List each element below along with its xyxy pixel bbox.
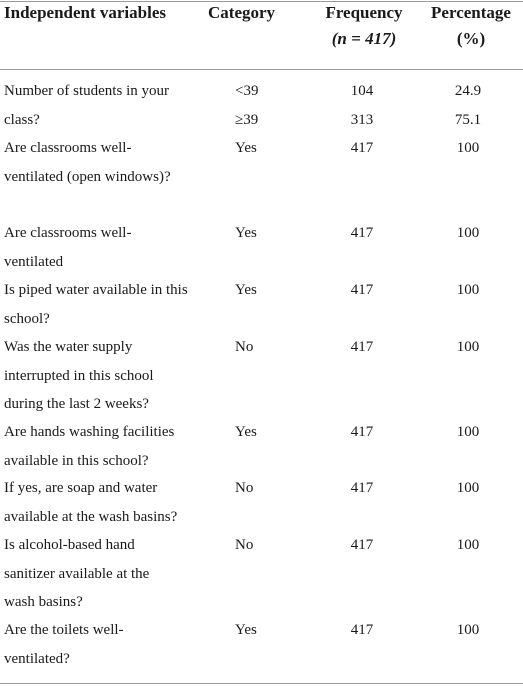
frequency-cell: 417 xyxy=(350,480,374,496)
frequency-cell: 417 xyxy=(350,282,374,298)
category-cell: ≥39 xyxy=(235,112,259,128)
percentage-cell: 75.1 xyxy=(454,112,482,128)
percentage-cell: 100 xyxy=(456,480,480,496)
header-percentage: Percentage (%) xyxy=(426,0,516,52)
table-top-rule xyxy=(0,1,523,2)
category-cell: <39 xyxy=(235,83,259,99)
frequency-cell: 417 xyxy=(350,140,374,156)
frequency-cell: 417 xyxy=(350,622,374,638)
question-cell: Is alcohol-based hand sanitizer availabl… xyxy=(4,537,150,610)
frequency-cell: 104 xyxy=(350,83,374,99)
frequency-cell: 417 xyxy=(350,339,374,355)
frequency-cell: 417 xyxy=(350,424,374,440)
category-cell: Yes xyxy=(235,424,257,440)
category-cell: No xyxy=(235,480,254,496)
percentage-cell: 100 xyxy=(456,537,480,553)
percentage-cell: 100 xyxy=(456,622,480,638)
question-cell: If yes, are soap and water available at … xyxy=(4,480,178,525)
question-cell: Are hands washing facilities available i… xyxy=(4,424,175,469)
question-cell: Is piped water available in this school? xyxy=(4,282,188,327)
percentage-cell: 100 xyxy=(456,140,480,156)
percentage-cell: 100 xyxy=(456,225,480,241)
category-cell: Yes xyxy=(235,622,257,638)
frequency-cell: 417 xyxy=(350,537,374,553)
question-cell: class? xyxy=(4,112,40,128)
category-cell: Yes xyxy=(235,225,257,241)
question-cell: Are classrooms well-ventilated xyxy=(4,225,132,270)
percentage-cell: 100 xyxy=(456,339,480,355)
header-percentage-label: Percentage xyxy=(431,3,511,22)
question-cell: Number of students in your xyxy=(4,83,169,99)
question-cell: Are the toilets well-ventilated? xyxy=(4,622,124,667)
question-cell: Are classrooms well-ventilated (open win… xyxy=(4,140,171,185)
table-header: Independent variables Category Frequency… xyxy=(0,0,523,69)
percentage-cell: 24.9 xyxy=(454,83,482,99)
header-percentage-unit: (%) xyxy=(456,29,486,48)
frequency-cell: 417 xyxy=(350,225,374,241)
category-cell: No xyxy=(235,339,254,355)
table-header-rule xyxy=(0,69,523,70)
category-cell: Yes xyxy=(235,282,257,298)
header-independent-variables: Independent variables xyxy=(4,3,166,22)
header-category: Category xyxy=(208,3,276,22)
table-bottom-rule xyxy=(0,683,523,684)
header-frequency: Frequency (n = 417) xyxy=(314,0,414,52)
category-cell: Yes xyxy=(235,140,257,156)
question-cell: Was the water supply interrupted in this… xyxy=(4,339,154,412)
percentage-cell: 100 xyxy=(456,282,480,298)
percentage-cell: 100 xyxy=(456,424,480,440)
category-cell: No xyxy=(235,537,254,553)
header-frequency-label: Frequency xyxy=(325,3,403,22)
frequency-cell: 313 xyxy=(350,112,374,128)
header-frequency-n: (n = 417) xyxy=(331,29,397,48)
